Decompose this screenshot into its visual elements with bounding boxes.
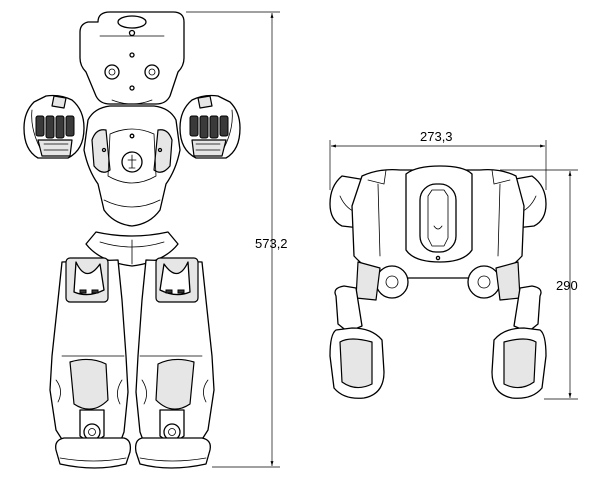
right-leg xyxy=(135,257,215,453)
side-height-label: 290 xyxy=(556,278,578,293)
robot-pelvis xyxy=(85,231,179,267)
front-view-robot xyxy=(23,11,241,469)
right-shoulder xyxy=(179,94,241,159)
front-height-label: 573,2 xyxy=(255,236,288,251)
side-height-dimension: 290 xyxy=(500,169,578,400)
left-leg xyxy=(49,257,129,453)
left-shoulder xyxy=(23,94,85,159)
side-view-robot xyxy=(329,165,547,399)
robot-feet xyxy=(55,437,211,469)
side-width-dimension: 273,3 xyxy=(329,129,547,190)
side-width-label: 273,3 xyxy=(420,129,453,144)
robot-torso xyxy=(83,105,181,227)
robot-head xyxy=(79,11,185,105)
front-height-dimension: 573,2 xyxy=(186,11,288,468)
